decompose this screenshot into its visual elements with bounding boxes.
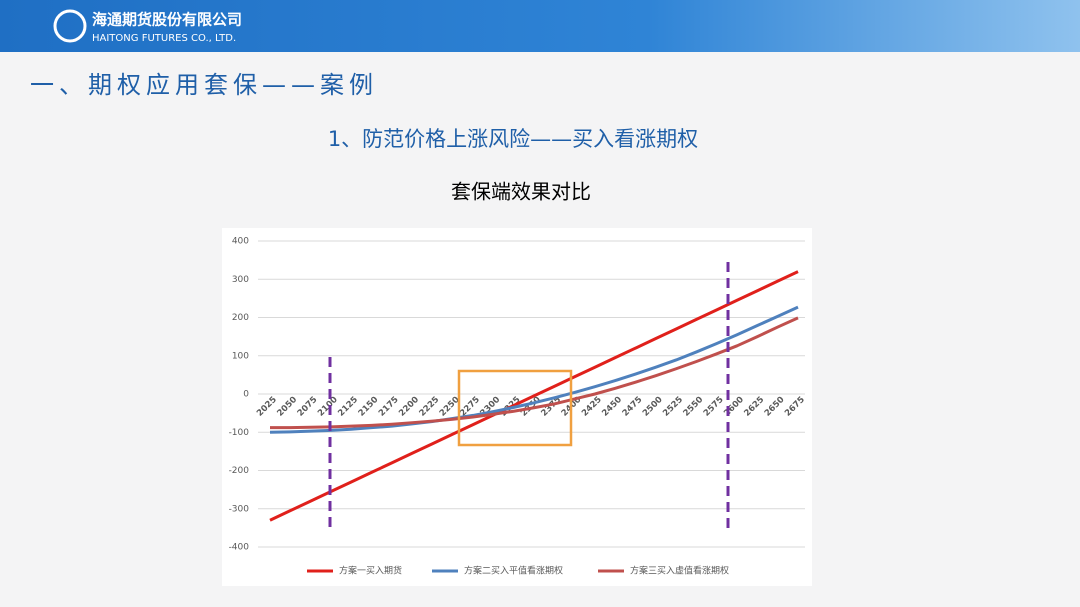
y-tick-label: 0 [243,390,249,400]
y-tick-label: -200 [229,466,250,476]
header-banner [0,0,1080,52]
y-tick-label: -400 [229,543,250,553]
plot: -400-300-200-100010020030040020252050207… [229,237,807,577]
legend-label: 方案一买入期货 [339,565,402,577]
company-cn: 海通期货股份有限公司 [92,11,242,29]
company-en: HAITONG FUTURES CO., LTD. [92,33,236,44]
chart-title: 套保端效果对比 [451,180,591,204]
slide-subtitle: 1、防范价格上涨风险——买入看涨期权 [328,127,698,151]
highlight-box [457,369,573,447]
series-line [270,316,799,430]
legend-label: 方案二买入平值看涨期权 [464,565,563,577]
y-tick-label: -300 [229,504,250,514]
slide-title: 一、期权应用套保——案例 [30,71,378,99]
legend-label: 方案三买入虚值看涨期权 [630,565,729,577]
logo [53,9,87,43]
y-tick-label: -100 [229,428,250,438]
series-line [269,305,799,434]
y-tick-label: 400 [232,237,249,247]
series-line [269,270,799,522]
y-tick-label: 300 [232,275,249,285]
y-tick-label: 100 [232,351,249,361]
y-tick-label: 200 [232,313,249,323]
